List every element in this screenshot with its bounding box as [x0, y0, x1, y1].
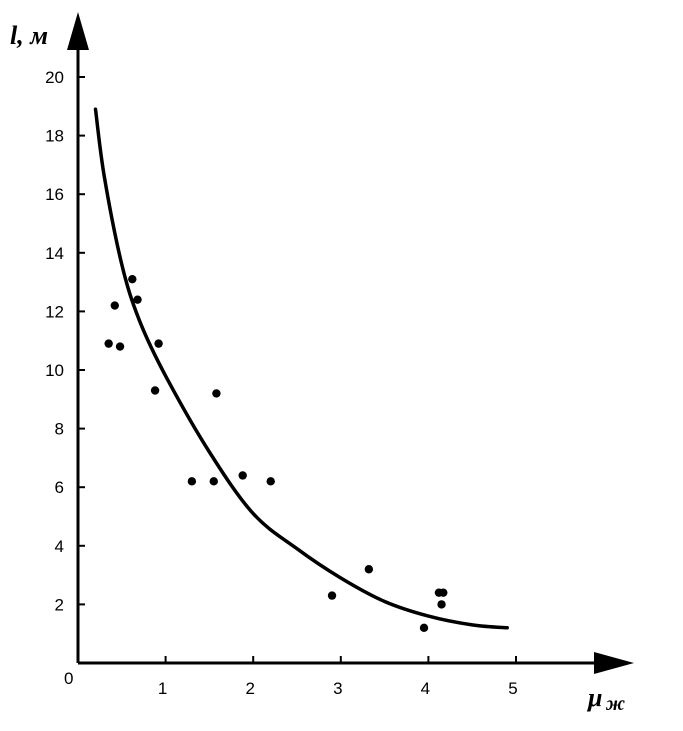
y-tick-label: 6	[55, 478, 64, 497]
x-axis	[78, 652, 634, 674]
data-point	[212, 389, 221, 398]
data-point	[128, 274, 137, 284]
y-tick-label: 8	[55, 420, 64, 439]
data-point	[266, 477, 275, 486]
data-point	[419, 623, 429, 633]
y-tick-label: 18	[45, 127, 64, 146]
data-point	[104, 339, 113, 348]
y-tick-label: 12	[45, 302, 64, 321]
x-tick-label: 4	[421, 679, 430, 698]
y-tick-label: 16	[45, 185, 64, 204]
data-point	[150, 386, 160, 395]
x-tick-label: 3	[333, 679, 342, 698]
y-axis-arrow	[67, 12, 89, 50]
data-point	[154, 339, 163, 348]
x-tick-label: 2	[245, 679, 254, 698]
data-point	[187, 477, 197, 486]
x-tick-label: 5	[508, 679, 517, 698]
x-axis-arrow	[594, 652, 634, 674]
data-point	[238, 471, 247, 480]
y-axis-title: l, м	[10, 21, 48, 50]
y-ticks: 2 4 6 8 10 12 14 16 18 20	[45, 68, 85, 614]
y-tick-label: 2	[55, 595, 64, 614]
data-point	[115, 342, 125, 351]
x-axis-title-subscript: ж	[605, 693, 625, 715]
data-point	[327, 591, 337, 600]
x-ticks: 1 2 3 4 5	[158, 656, 518, 698]
data-point	[110, 301, 119, 310]
y-tick-label: 10	[45, 361, 64, 380]
y-tick-label: 20	[45, 68, 64, 87]
data-point	[439, 588, 448, 597]
data-point	[437, 600, 446, 609]
origin-label: 0	[64, 669, 73, 688]
x-axis-title-main: μ	[586, 683, 602, 712]
data-point	[364, 565, 374, 574]
data-points	[104, 274, 448, 633]
y-axis	[67, 12, 89, 663]
data-point	[133, 295, 142, 304]
data-point	[209, 477, 218, 486]
trend-curve	[93, 107, 509, 630]
x-axis-title: μ ж	[586, 683, 625, 715]
x-tick-label: 1	[158, 679, 167, 698]
y-tick-label: 4	[55, 537, 64, 556]
y-tick-label: 14	[45, 244, 64, 263]
